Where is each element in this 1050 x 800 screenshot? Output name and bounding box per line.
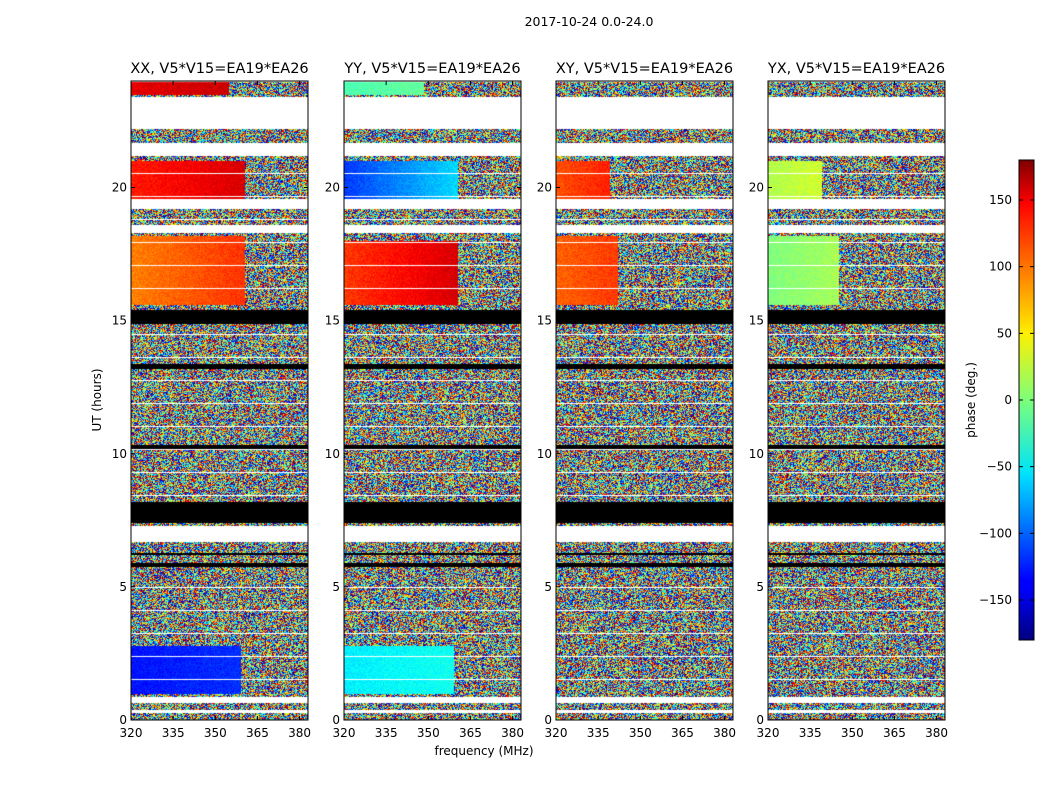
panel-frame	[343, 80, 522, 721]
colorbar-tick-label: −50	[987, 460, 1012, 474]
x-tick-label: 365	[246, 726, 269, 740]
heatmap-image-xx	[131, 81, 308, 720]
colorbar-tick-label: 150	[989, 193, 1012, 207]
x-tick-label: 380	[288, 726, 311, 740]
panels-group: XX, V5*V15=EA19*EA26 320 335 350 365 380 0 5 10 1…	[112, 61, 948, 740]
heatmap-image-xy	[556, 81, 733, 720]
panel-xx: XX, V5*V15=EA19*EA26 320 335 350 365 380 0 5 10 1…	[112, 61, 311, 740]
y-tick-label: 10	[112, 447, 127, 461]
y-tick-label: 0	[756, 713, 764, 727]
panel-title: XY, V5*V15=EA19*EA26	[556, 61, 733, 77]
y-tick-label: 15	[112, 314, 127, 328]
y-tick-label: 15	[325, 314, 340, 328]
panel-title: XX, V5*V15=EA19*EA26	[130, 61, 308, 77]
x-tick-label: 350	[204, 726, 227, 740]
x-tick-label: 335	[162, 726, 185, 740]
y-tick-label: 20	[325, 181, 340, 195]
y-tick-label: 5	[119, 580, 127, 594]
x-tick-label: 350	[417, 726, 440, 740]
y-tick-label: 0	[332, 713, 340, 727]
y-tick-label: 10	[325, 447, 340, 461]
y-tick-label: 0	[119, 713, 127, 727]
x-tick-label: 380	[925, 726, 948, 740]
x-tick-label: 335	[799, 726, 822, 740]
y-tick-label: 10	[537, 447, 552, 461]
panel-title: YX, V5*V15=EA19*EA26	[767, 61, 945, 77]
heatmap-image-yy	[344, 81, 521, 720]
colorbar-ticks: 150 100 50 0 −50 −100 −150	[979, 193, 1034, 607]
x-tick-label: 335	[375, 726, 398, 740]
y-tick-label: 5	[332, 580, 340, 594]
y-tick-label: 15	[749, 314, 764, 328]
panel-yx: YX, V5*V15=EA19*EA26 320 335 350 365 380 0 5 10 1…	[749, 61, 948, 740]
y-tick-label: 15	[537, 314, 552, 328]
colorbar-tick-label: −100	[979, 526, 1012, 540]
y-tick-label: 5	[756, 580, 764, 594]
x-tick-label: 380	[713, 726, 736, 740]
y-tick-label: 0	[544, 713, 552, 727]
heatmap-image-yx	[768, 81, 945, 720]
colorbar-tick-label: 100	[989, 260, 1012, 274]
panel-xy: XY, V5*V15=EA19*EA26 320 335 350 365 380 0 5 10 1…	[537, 61, 736, 740]
x-tick-label: 320	[120, 726, 143, 740]
y-tick-label: 10	[749, 447, 764, 461]
x-tick-label: 365	[671, 726, 694, 740]
colorbar: 150 100 50 0 −50 −100 −150 phase (deg.)	[964, 159, 1035, 641]
x-tick-label: 320	[757, 726, 780, 740]
x-tick-label: 380	[501, 726, 524, 740]
y-axis-label: UT (hours)	[90, 368, 104, 431]
x-tick-label: 335	[587, 726, 610, 740]
colorbar-label: phase (deg.)	[964, 362, 978, 438]
panel-frame	[767, 80, 946, 721]
x-tick-label: 365	[883, 726, 906, 740]
panel-title: YY, V5*V15=EA19*EA26	[343, 61, 520, 77]
figure-suptitle: 2017-10-24 0.0-24.0	[525, 14, 654, 29]
x-axis-label: frequency (MHz)	[434, 744, 533, 758]
colorbar-tick-label: 50	[997, 326, 1012, 340]
x-tick-label: 320	[545, 726, 568, 740]
y-tick-label: 5	[544, 580, 552, 594]
panel-yy: YY, V5*V15=EA19*EA26 320 335 350 365 380 0 5 10 1…	[325, 61, 524, 740]
x-tick-label: 365	[459, 726, 482, 740]
colorbar-tick-label: −150	[979, 593, 1012, 607]
x-tick-label: 320	[333, 726, 356, 740]
y-tick-label: 20	[112, 181, 127, 195]
panel-frame	[130, 80, 309, 721]
panel-frame	[555, 80, 734, 721]
x-tick-label: 350	[629, 726, 652, 740]
colorbar-tick-label: 0	[1004, 393, 1012, 407]
y-tick-label: 20	[537, 181, 552, 195]
y-tick-label: 20	[749, 181, 764, 195]
x-tick-label: 350	[841, 726, 864, 740]
